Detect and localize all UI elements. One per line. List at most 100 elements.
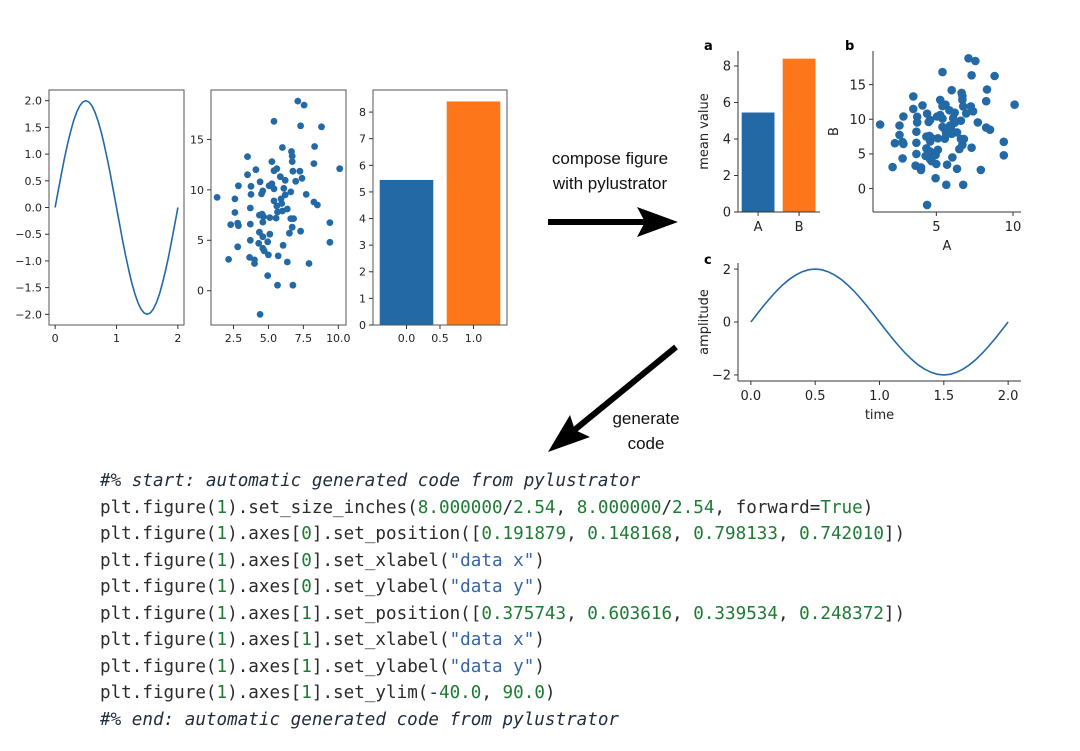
scatter-point [288, 223, 296, 231]
y-tick-label: 15 [849, 78, 866, 93]
scatter-point [270, 117, 278, 125]
scatter-point [999, 137, 1009, 147]
code-token-num: 1 [216, 550, 228, 571]
scatter-point [932, 159, 941, 169]
code-token-num: 40.0 [438, 683, 482, 703]
code-token-plain: plt.figure( [100, 683, 217, 703]
code-token-plain: / [502, 497, 514, 518]
code-token-num: 0.339534 [693, 603, 778, 624]
code-token-num: 0.375743 [481, 603, 567, 624]
x-axis-label: time [865, 408, 894, 423]
y-tick-label: 0 [723, 316, 731, 331]
scatter-point [213, 194, 221, 201]
scatter-point [276, 173, 284, 181]
code-token-plain: ].set_ylabel( [311, 656, 450, 677]
scatter-point [258, 190, 265, 198]
scatter-point [300, 101, 308, 109]
code-token-num: 1 [216, 497, 228, 518]
y-tick-label: 2.0 [25, 95, 43, 108]
scatter-point [286, 229, 293, 237]
x-tick-label: 10 [1005, 220, 1022, 235]
code-token-plain: ].set_position([ [311, 603, 482, 624]
code-token-str: "data y" [449, 656, 535, 677]
x-tick-label: 1.0 [869, 389, 890, 404]
scatter-point [246, 220, 254, 228]
code-token-plain: , [481, 683, 503, 703]
bar-0 [379, 179, 434, 325]
scatter-point [931, 173, 940, 183]
scatter-point [890, 138, 900, 148]
y-tick-label: 0 [858, 182, 866, 197]
scatter-point [279, 144, 286, 151]
scatter-point [297, 122, 304, 130]
code-token-plain: ) [534, 577, 545, 597]
code-token-num: True [820, 497, 863, 518]
panel-label-b: b [845, 39, 854, 54]
scatter-point [916, 165, 926, 175]
y-axis-label: amplitude [697, 289, 712, 355]
scatter-point [270, 185, 278, 193]
code-token-num: 1 [216, 524, 228, 544]
code-token-plain: ).axes[ [227, 656, 302, 677]
y-tick-label: 7 [359, 133, 366, 146]
code-token-num: 1 [216, 577, 228, 597]
scatter-point [246, 236, 254, 244]
code-token-num: 2.54 [513, 497, 556, 518]
y-tick-label: 5 [359, 186, 366, 199]
scatter-point [265, 182, 273, 190]
scatter-point [247, 191, 255, 198]
scatter-point [247, 182, 255, 190]
code-line: plt.figure(1).axes[1].set_ylabel("data y… [100, 654, 905, 681]
y-tick-label: 10 [190, 184, 204, 197]
series-line [750, 268, 1009, 376]
scatter-point [888, 162, 897, 172]
x-tick-label: 2.0 [998, 389, 1019, 404]
scatter-point [256, 178, 264, 186]
scatter-point [947, 85, 956, 95]
y-tick-label: 0.0 [25, 201, 43, 214]
scatter-point [231, 209, 239, 216]
code-token-plain: , forward= [714, 497, 821, 518]
scatter-point [326, 238, 334, 246]
scatter-point [280, 184, 288, 192]
scatter-point [933, 134, 943, 143]
scatter-point [227, 221, 235, 229]
code-token-plain: , [555, 497, 577, 518]
scatter-point [899, 139, 908, 149]
scatter-point [967, 71, 976, 80]
y-tick-label: 4 [359, 213, 366, 226]
scatter-point [895, 121, 904, 130]
scatter-point [336, 165, 344, 173]
y-tick-label: 8 [359, 106, 366, 119]
scatter-point [272, 214, 280, 222]
x-tick-label: 7.5 [295, 332, 313, 345]
scatter-point [958, 180, 968, 190]
code-token-num: 0.742010 [799, 524, 884, 544]
code-token-plain: plt.figure( [100, 656, 217, 677]
scatter-point [912, 118, 922, 127]
x-tick-label: 0.0 [741, 389, 762, 404]
scatter-point [252, 166, 260, 174]
scatter-point [265, 251, 272, 259]
scatter-point [971, 56, 980, 66]
generate-label-line1: generate [612, 409, 679, 428]
charts-layer: 0 1 2 −2.0 −1.5 −1.0 −0.5 0.0 0.5 1.0 1.5 2.0 2.5 5.0… [15, 51, 1021, 423]
code-token-num: 1 [216, 683, 228, 703]
scatter-point [305, 260, 313, 267]
y-tick-label: 2 [359, 266, 366, 279]
code-token-plain: ]) [883, 524, 906, 544]
code-line: plt.figure(1).set_size_inches(8.000000/2… [100, 495, 905, 522]
scatter-point [310, 160, 318, 168]
bar-1 [782, 58, 816, 212]
scatter-point [274, 252, 282, 260]
code-token-str: "data x" [449, 630, 535, 650]
code-token-plain: ]) [883, 603, 906, 624]
code-token-plain: , [672, 524, 694, 544]
y-tick-label: −1.5 [15, 282, 42, 295]
scatter-point [999, 151, 1009, 160]
scatter-point [255, 239, 263, 247]
code-token-str: "data x" [449, 550, 535, 571]
scatter-point [264, 272, 272, 279]
scatter-point [235, 182, 242, 190]
